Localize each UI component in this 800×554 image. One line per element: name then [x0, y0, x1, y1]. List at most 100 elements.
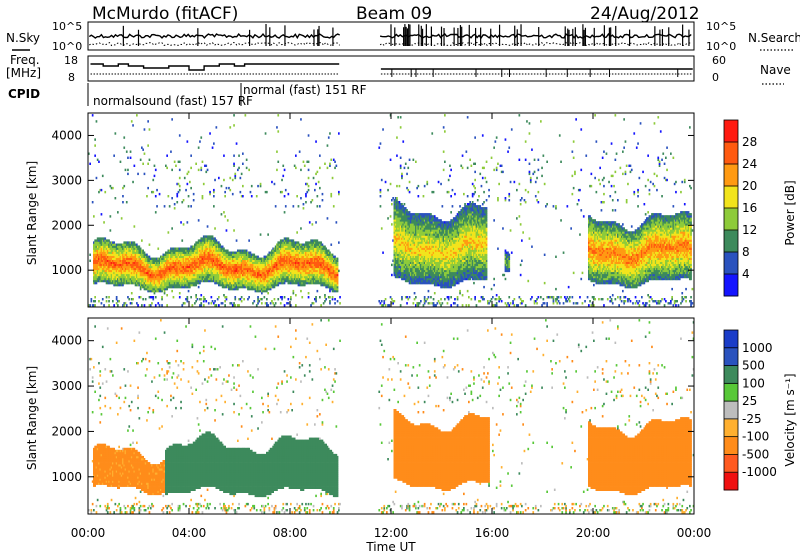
power-cell: [144, 257, 147, 260]
power-cell: [229, 126, 232, 129]
power-cell: [115, 261, 118, 264]
power-cell: [106, 275, 109, 279]
power-cell: [120, 269, 123, 273]
power-cell: [114, 267, 117, 271]
power-cell: [110, 281, 113, 285]
power-cell: [205, 300, 208, 303]
power-cell: [171, 263, 173, 267]
power-cell: [120, 257, 123, 260]
power-cell: [149, 285, 152, 289]
power-cell: [166, 259, 168, 262]
power-cell: [242, 184, 244, 188]
power-cell: [122, 186, 124, 190]
power-cell: [152, 296, 155, 299]
power-cell: [109, 263, 112, 267]
power-cell: [133, 257, 136, 260]
power-cell: [319, 296, 321, 299]
power-cell: [96, 273, 99, 277]
power-cell: [125, 241, 128, 244]
power-cell: [106, 263, 109, 267]
power-cell: [158, 277, 161, 281]
power-cell: [136, 263, 138, 267]
power-cell: [94, 281, 96, 285]
power-cell: [158, 279, 161, 283]
power-cell: [210, 302, 213, 305]
power-cell: [127, 263, 129, 267]
power-cell: [153, 279, 156, 283]
power-cell: [326, 217, 329, 220]
power-cell: [127, 247, 129, 250]
power-cell: [141, 265, 143, 269]
power-cell: [115, 249, 118, 252]
power-cell: [176, 283, 179, 287]
power-cell: [137, 251, 139, 254]
power-cell: [154, 277, 157, 281]
power-cell: [259, 182, 262, 186]
power-cell: [115, 257, 118, 260]
power-cell: [101, 249, 104, 252]
power-cell: [112, 261, 114, 264]
power-cell: [112, 265, 114, 269]
power-cell: [144, 285, 147, 289]
power-cell: [115, 271, 118, 275]
power-cell: [120, 267, 123, 271]
power-cell: [144, 283, 147, 287]
power-cell: [93, 279, 95, 283]
power-cell: [108, 243, 110, 246]
power-cell: [125, 269, 128, 273]
power-cell: [95, 259, 98, 262]
power-cell: [142, 249, 144, 252]
power-cell: [93, 271, 95, 275]
power-cell: [101, 263, 104, 267]
power-cell: [160, 283, 162, 287]
power-cell: [151, 285, 153, 289]
power-cell: [154, 287, 157, 291]
power-cell: [152, 279, 155, 283]
power-cell: [336, 257, 339, 260]
power-cell: [103, 243, 105, 246]
power-cell: [165, 251, 167, 254]
power-cell: [94, 304, 96, 307]
power-cell: [112, 249, 114, 252]
power-cell: [118, 253, 120, 256]
power-cell: [99, 263, 102, 267]
power-cell: [119, 247, 122, 250]
power-cell: [153, 277, 156, 281]
power-cell: [114, 255, 117, 258]
power-cell: [95, 267, 98, 271]
power-cell: [143, 271, 146, 275]
power-cell: [226, 219, 229, 222]
power-cell: [317, 180, 320, 184]
power-cell: [178, 160, 181, 163]
power-cell: [154, 259, 157, 262]
power-cell: [389, 182, 392, 186]
power-cell: [94, 251, 96, 254]
power-cell: [94, 247, 96, 250]
power-cell: [115, 277, 118, 281]
power-cell: [93, 247, 95, 250]
power-cell: [125, 259, 128, 262]
power-cell: [168, 277, 171, 281]
power-cell: [137, 267, 139, 271]
power-cell: [125, 245, 128, 248]
power-cell: [249, 251, 252, 254]
power-cell: [158, 259, 161, 262]
power-cell: [94, 144, 96, 147]
power-cell: [173, 251, 176, 254]
power-cell: [141, 249, 143, 252]
power-cell: [110, 279, 113, 283]
power-cell: [124, 265, 127, 269]
power-cell: [108, 265, 110, 269]
power-cell: [136, 251, 138, 254]
power-cell: [336, 263, 339, 267]
power-cell: [207, 302, 210, 305]
power-cell: [172, 267, 175, 271]
power-cell: [143, 273, 146, 277]
power-cell: [134, 271, 137, 275]
power-cell: [170, 269, 172, 273]
power-cell: [157, 302, 160, 305]
power-cell: [95, 251, 98, 254]
power-cell: [110, 241, 113, 244]
power-cell: [176, 261, 179, 264]
power-cell: [378, 300, 381, 303]
